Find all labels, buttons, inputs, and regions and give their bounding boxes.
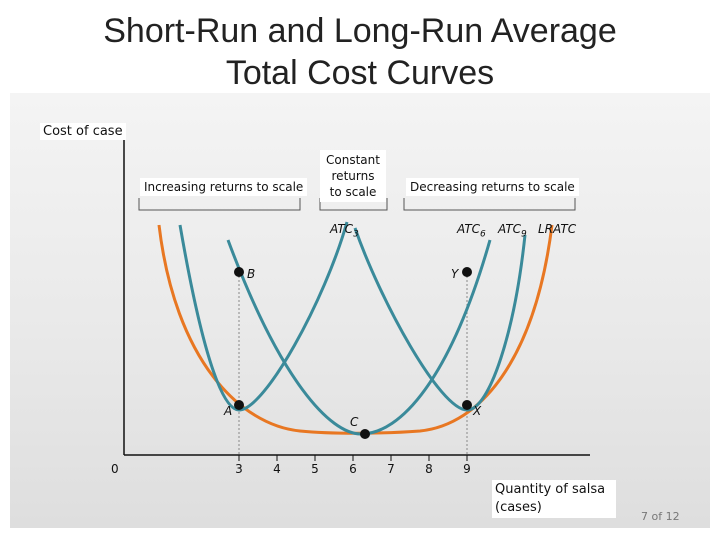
point-c — [360, 429, 370, 439]
decreasing-returns-label: Decreasing returns to scale — [406, 178, 579, 196]
constant-line-3: to scale — [329, 185, 377, 199]
atc6-label-text: ATC — [457, 222, 481, 236]
point-y — [462, 267, 472, 277]
origin-label: 0 — [111, 462, 119, 476]
bracket-decreasing — [403, 198, 576, 211]
atc3-label: ATC3 — [330, 222, 359, 239]
atc9-label-sub: 9 — [521, 229, 527, 240]
y-axis-label: Cost of case — [40, 123, 126, 140]
point-a — [234, 400, 244, 410]
atc3-curve — [178, 221, 349, 412]
x-axis-label-line-1: Quantity of salsa — [495, 482, 606, 497]
point-b — [234, 267, 244, 277]
page-number: 7 of 12 — [641, 510, 680, 523]
constant-line-2: returns — [331, 169, 375, 183]
atc6-label-sub: 6 — [480, 229, 486, 240]
x-tick-9: 9 — [463, 462, 471, 476]
increasing-returns-label: Increasing returns to scale — [140, 178, 308, 196]
lratc-curve — [157, 224, 554, 435]
x-tick-4: 4 — [273, 462, 281, 476]
x-tick-6: 6 — [349, 462, 357, 476]
atc3-label-sub: 3 — [353, 229, 359, 240]
x-tick-marks — [238, 455, 468, 461]
atc6-label: ATC6 — [457, 222, 486, 239]
x-tick-5: 5 — [311, 462, 319, 476]
x-tick-8: 8 — [425, 462, 433, 476]
point-x — [462, 400, 472, 410]
point-c-label: C — [350, 415, 359, 429]
title-line-2: Total Cost Curves — [225, 54, 495, 92]
x-axis-label-line-2: (cases) — [495, 500, 542, 515]
title-line-1: Short-Run and Long-Run Average — [103, 12, 617, 50]
atc3-label-text: ATC — [330, 222, 354, 236]
point-y-label: Y — [451, 267, 459, 281]
atc9-label-text: ATC — [498, 222, 522, 236]
point-b-label: B — [247, 267, 256, 281]
point-a-label: A — [224, 404, 233, 418]
bracket-constant — [319, 198, 388, 211]
bracket-increasing — [138, 198, 301, 211]
x-tick-7: 7 — [387, 462, 395, 476]
constant-line-1: Constant — [326, 153, 380, 167]
slide-title: Short-Run and Long-Run Average Total Cos… — [0, 10, 720, 94]
point-x-label: X — [473, 404, 482, 418]
constant-returns-label: Constant returns to scale — [320, 150, 386, 202]
atc9-curve — [353, 227, 527, 412]
x-axis-label: Quantity of salsa (cases) — [492, 480, 616, 518]
atc9-label: ATC9 — [498, 222, 527, 239]
x-tick-3: 3 — [235, 462, 243, 476]
lratc-label: LRATC — [538, 222, 577, 236]
